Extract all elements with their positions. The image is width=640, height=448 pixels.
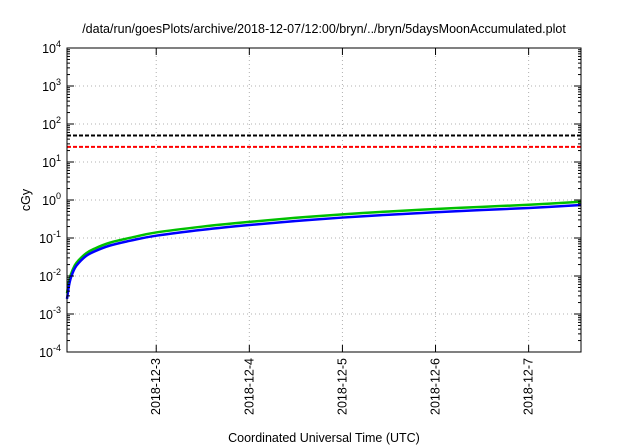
series-lines [65,200,582,300]
y-axis: 10-4 10-3 10-2 10-1 100 101 102 103 104 [39,39,581,360]
y-tick-label: 10-1 [39,229,61,246]
y-tick-label: 101 [42,153,61,170]
y-tick-label: 10-3 [39,305,61,322]
y-tick-label: 102 [42,115,61,132]
y-axis-label: cGy [19,188,33,211]
y-tick-label: 10-2 [39,267,61,284]
y-tick-label: 100 [42,191,61,208]
chart-title: /data/run/goesPlots/archive/2018-12-07/1… [82,22,566,36]
x-tick-label: 2018-12-7 [522,358,536,415]
y-tick-label: 10-4 [39,343,61,360]
x-axis-label: Coordinated Universal Time (UTC) [228,431,420,445]
x-tick-label: 2018-12-4 [242,358,256,415]
x-tick-label: 2018-12-6 [429,358,443,415]
reference-lines [67,134,581,148]
y-tick-label: 104 [42,39,61,56]
series-line [65,203,582,300]
x-axis: 2018-12-3 2018-12-4 2018-12-5 2018-12-6 2018… [149,48,536,415]
y-tick-label: 103 [42,77,61,94]
grid [67,48,581,352]
x-tick-label: 2018-12-5 [335,358,349,415]
x-tick-label: 2018-12-3 [149,358,163,415]
series-line [65,200,582,294]
